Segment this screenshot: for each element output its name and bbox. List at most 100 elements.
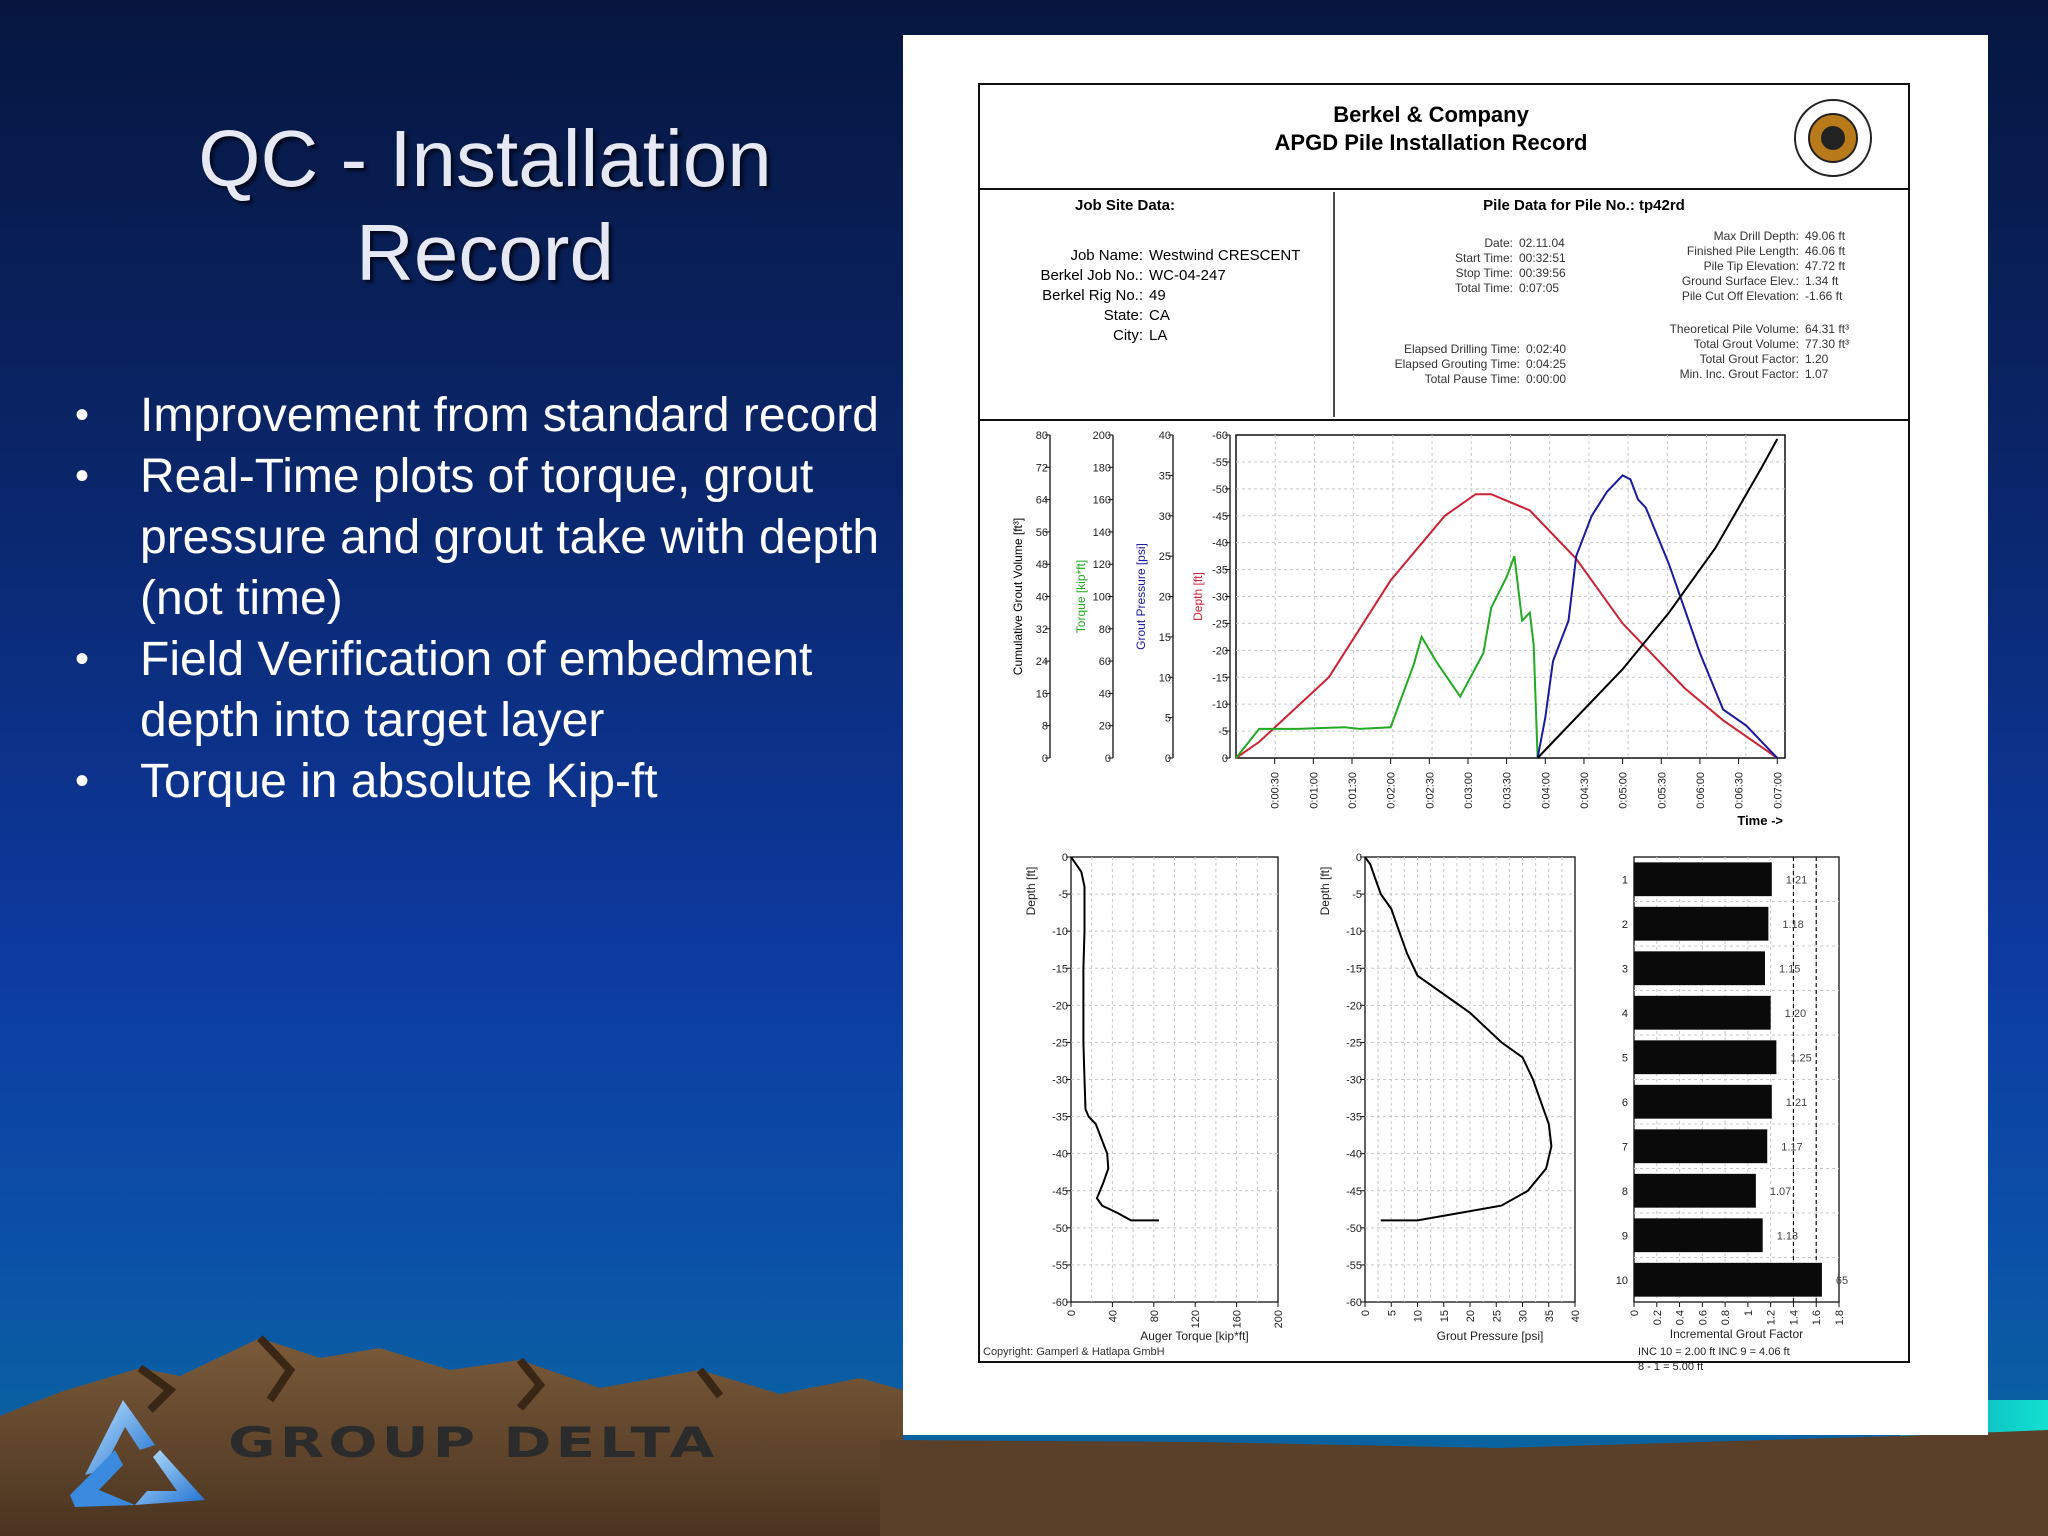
bar bbox=[1634, 1173, 1756, 1208]
category-label: 5 bbox=[1622, 1052, 1628, 1064]
y-tick-label: -50 bbox=[1346, 1223, 1362, 1235]
x-tick-label: 0:04:00 bbox=[1540, 772, 1552, 809]
x-tick-label: 25 bbox=[1491, 1310, 1503, 1322]
x-tick-label: 1.2 bbox=[1766, 1310, 1778, 1325]
y-tick-label: -15 bbox=[1212, 672, 1228, 684]
category-label: 1 bbox=[1622, 874, 1628, 886]
x-tick-label: 0.4 bbox=[1675, 1310, 1687, 1325]
x-tick-label: 1.8 bbox=[1834, 1310, 1846, 1325]
category-label: 8 bbox=[1622, 1186, 1628, 1198]
y-tick-label: 0 bbox=[1042, 753, 1048, 765]
min-grout-factor-label: Min. Inc. Grout Factor: bbox=[1680, 367, 1799, 381]
x-tick-label: 0 bbox=[1360, 1310, 1372, 1316]
series-line bbox=[1070, 856, 1159, 1222]
y-tick-label: 15 bbox=[1159, 632, 1171, 644]
bar bbox=[1634, 995, 1771, 1030]
x-tick-label: 0 bbox=[1629, 1310, 1641, 1316]
y-tick-label: -15 bbox=[1346, 963, 1362, 975]
x-tick-label: 5 bbox=[1386, 1310, 1398, 1316]
bullet-item: • Field Verification of embedment depth i… bbox=[70, 629, 890, 751]
start-time-label: Start Time: bbox=[1455, 251, 1513, 265]
y-tick-label: 8 bbox=[1042, 721, 1048, 733]
date-label: Date: bbox=[1484, 236, 1513, 250]
date-value: 02.11.04 bbox=[1519, 236, 1565, 250]
category-label: 3 bbox=[1622, 963, 1628, 975]
y-tick-label: 0 bbox=[1105, 753, 1111, 765]
city-value: LA bbox=[1149, 327, 1167, 344]
rig-no-label: Berkel Rig No.: bbox=[1042, 287, 1143, 304]
x-tick-label: 0:01:00 bbox=[1308, 772, 1320, 809]
category-label: 6 bbox=[1622, 1097, 1628, 1109]
tip-elevation-value: 47.72 ft bbox=[1805, 259, 1846, 273]
rig-no-value: 49 bbox=[1149, 287, 1166, 304]
y-tick-label: 32 bbox=[1036, 624, 1048, 636]
y-tick-label: -60 bbox=[1346, 1297, 1362, 1309]
pile-length-value: 46.06 ft bbox=[1805, 244, 1846, 258]
x-tick-label: 0:03:30 bbox=[1502, 772, 1514, 809]
bar bbox=[1634, 951, 1765, 986]
y-tick-label: -35 bbox=[1346, 1112, 1362, 1124]
category-label: 9 bbox=[1622, 1230, 1628, 1242]
y-axis-title: Grout Pressure [psi] bbox=[1134, 543, 1148, 650]
x-tick-label: 30 bbox=[1518, 1310, 1530, 1322]
cutoff-elev-label: Pile Cut Off Elevation: bbox=[1682, 289, 1799, 303]
y-tick-label: 20 bbox=[1159, 592, 1171, 604]
min-grout-factor-value: 1.07 bbox=[1805, 367, 1829, 381]
stop-time-value: 00:39:56 bbox=[1519, 266, 1566, 280]
job-no-label: Berkel Job No.: bbox=[1040, 267, 1143, 284]
total-time-value: 0:07:05 bbox=[1519, 281, 1559, 295]
x-tick-label: 40 bbox=[1570, 1310, 1582, 1322]
copyright-note: Copyright: Gamperl & Hatlapa GmbH bbox=[983, 1346, 1165, 1358]
y-tick-label: -5 bbox=[1352, 889, 1362, 901]
grout-factor-chart: 1 1.212 1.183 1.154 1.205 1.256 1.217 1.178 1.07… bbox=[1616, 856, 1848, 1373]
y-tick-label: -5 bbox=[1218, 726, 1228, 738]
slide-title: QC - Installation Record bbox=[60, 112, 910, 300]
bar-value-label: 65 bbox=[1836, 1275, 1848, 1287]
y-tick-label: 30 bbox=[1159, 511, 1171, 523]
y-tick-label: -25 bbox=[1052, 1037, 1068, 1049]
mountain-landscape bbox=[0, 1335, 2048, 1536]
x-tick-label: 120 bbox=[1190, 1310, 1202, 1328]
y-tick-label: 60 bbox=[1099, 656, 1111, 668]
y-tick-label: -30 bbox=[1346, 1075, 1362, 1087]
y-tick-label: 20 bbox=[1099, 721, 1111, 733]
bullet-item: • Torque in absolute Kip-ft bbox=[70, 751, 890, 812]
y-axis-title: Cumulative Grout Volume [ft³] bbox=[1011, 518, 1025, 675]
theoretical-volume-label: Theoretical Pile Volume: bbox=[1670, 322, 1799, 336]
grout-factor-value: 1.20 bbox=[1805, 352, 1829, 366]
y-tick-label: 25 bbox=[1159, 551, 1171, 563]
y-tick-label: -45 bbox=[1346, 1186, 1362, 1198]
pressure-depth-chart: 0-5-10-15-20-25-30-35-40-45-50-55-600 5 10… bbox=[1318, 852, 1582, 1343]
y-tick-label: 40 bbox=[1036, 592, 1048, 604]
y-tick-label: 35 bbox=[1159, 470, 1171, 482]
y-tick-label: 56 bbox=[1036, 527, 1048, 539]
increment-note: INC 10 = 2.00 ft INC 9 = 4.06 ft bbox=[1638, 1346, 1790, 1358]
bullet-text: Real-Time plots of torque, grout pressur… bbox=[140, 450, 880, 625]
y-tick-label: -50 bbox=[1052, 1223, 1068, 1235]
x-tick-label: 0:03:00 bbox=[1463, 772, 1475, 809]
y-tick-label: -60 bbox=[1052, 1297, 1068, 1309]
pile-length-label: Finished Pile Length: bbox=[1687, 244, 1799, 258]
y-tick-label: 24 bbox=[1036, 656, 1048, 668]
bar-value-label: 1.15 bbox=[1779, 963, 1800, 975]
city-label: City: bbox=[1113, 327, 1143, 344]
y-tick-label: 5 bbox=[1165, 713, 1171, 725]
y-tick-label: -55 bbox=[1212, 457, 1228, 469]
installation-record-document: Berkel & Company APGD Pile Installation … bbox=[903, 35, 1988, 1435]
state-value: CA bbox=[1149, 307, 1170, 324]
x-tick-label: 0:00:30 bbox=[1270, 772, 1282, 809]
title-line-2: Record bbox=[356, 208, 614, 297]
y-tick-label: 0 bbox=[1222, 753, 1228, 765]
grout-factor-label: Total Grout Factor: bbox=[1700, 352, 1799, 366]
group-delta-logo-icon bbox=[70, 1400, 205, 1507]
y-tick-label: 120 bbox=[1093, 559, 1111, 571]
y-tick-label: -20 bbox=[1212, 645, 1228, 657]
y-tick-label: -5 bbox=[1058, 889, 1068, 901]
x-tick-label: 0:02:00 bbox=[1386, 772, 1398, 809]
x-tick-label: 0.6 bbox=[1697, 1310, 1709, 1325]
x-tick-label: 10 bbox=[1413, 1310, 1425, 1322]
bar bbox=[1634, 1040, 1777, 1075]
x-tick-label: 1 bbox=[1743, 1310, 1755, 1316]
y-tick-label: -10 bbox=[1346, 926, 1362, 938]
bar-value-label: 1.17 bbox=[1781, 1141, 1802, 1153]
